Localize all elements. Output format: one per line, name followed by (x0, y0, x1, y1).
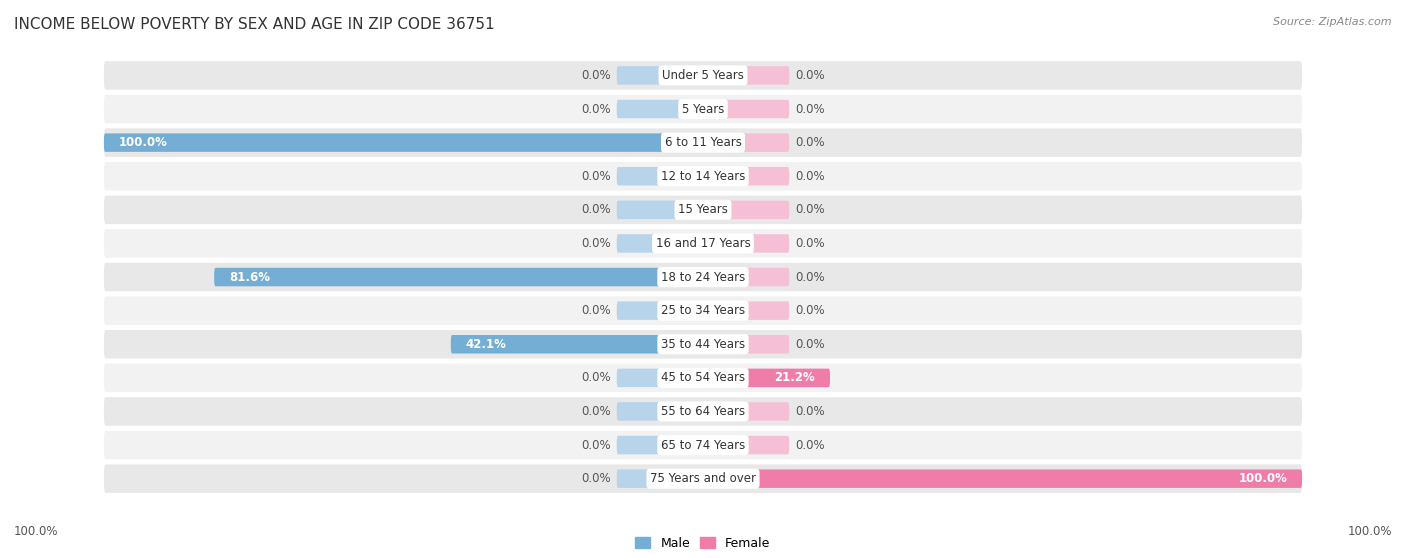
FancyBboxPatch shape (703, 167, 789, 185)
Text: 0.0%: 0.0% (581, 69, 610, 82)
Text: 0.0%: 0.0% (796, 203, 825, 217)
FancyBboxPatch shape (451, 335, 703, 354)
FancyBboxPatch shape (104, 364, 1302, 392)
Text: 0.0%: 0.0% (796, 170, 825, 182)
Text: 25 to 34 Years: 25 to 34 Years (661, 304, 745, 317)
Text: 0.0%: 0.0% (581, 103, 610, 116)
FancyBboxPatch shape (617, 402, 703, 421)
Text: 0.0%: 0.0% (581, 439, 610, 451)
Text: 5 Years: 5 Years (682, 103, 724, 116)
FancyBboxPatch shape (104, 162, 1302, 190)
FancyBboxPatch shape (104, 330, 1302, 359)
Text: 0.0%: 0.0% (796, 405, 825, 418)
Text: 18 to 24 Years: 18 to 24 Years (661, 271, 745, 283)
FancyBboxPatch shape (703, 402, 789, 421)
FancyBboxPatch shape (703, 200, 789, 219)
FancyBboxPatch shape (617, 436, 703, 454)
FancyBboxPatch shape (617, 200, 703, 219)
FancyBboxPatch shape (617, 469, 703, 488)
FancyBboxPatch shape (617, 167, 703, 185)
FancyBboxPatch shape (703, 436, 789, 454)
Text: 100.0%: 100.0% (1239, 472, 1286, 485)
Text: 0.0%: 0.0% (796, 304, 825, 317)
FancyBboxPatch shape (104, 229, 1302, 258)
FancyBboxPatch shape (104, 296, 1302, 325)
Text: 12 to 14 Years: 12 to 14 Years (661, 170, 745, 182)
FancyBboxPatch shape (617, 66, 703, 85)
FancyBboxPatch shape (617, 234, 703, 253)
Text: 0.0%: 0.0% (581, 405, 610, 418)
FancyBboxPatch shape (104, 397, 1302, 426)
Legend: Male, Female: Male, Female (630, 532, 776, 555)
Text: 6 to 11 Years: 6 to 11 Years (665, 136, 741, 149)
Text: 35 to 44 Years: 35 to 44 Years (661, 338, 745, 351)
Text: 0.0%: 0.0% (796, 271, 825, 283)
FancyBboxPatch shape (104, 61, 1302, 90)
Text: 0.0%: 0.0% (796, 69, 825, 82)
Text: 0.0%: 0.0% (581, 237, 610, 250)
Text: 81.6%: 81.6% (229, 271, 270, 283)
FancyBboxPatch shape (617, 369, 703, 387)
Text: 0.0%: 0.0% (796, 103, 825, 116)
FancyBboxPatch shape (617, 100, 703, 118)
FancyBboxPatch shape (703, 301, 789, 320)
FancyBboxPatch shape (703, 369, 830, 387)
Text: 0.0%: 0.0% (796, 439, 825, 451)
FancyBboxPatch shape (617, 301, 703, 320)
Text: 0.0%: 0.0% (581, 304, 610, 317)
Text: 55 to 64 Years: 55 to 64 Years (661, 405, 745, 418)
Text: 0.0%: 0.0% (581, 472, 610, 485)
Text: 15 Years: 15 Years (678, 203, 728, 217)
FancyBboxPatch shape (703, 133, 789, 152)
Text: 65 to 74 Years: 65 to 74 Years (661, 439, 745, 451)
Text: 42.1%: 42.1% (465, 338, 506, 351)
Text: 0.0%: 0.0% (581, 170, 610, 182)
FancyBboxPatch shape (104, 95, 1302, 123)
FancyBboxPatch shape (703, 335, 789, 354)
FancyBboxPatch shape (104, 195, 1302, 224)
FancyBboxPatch shape (703, 66, 789, 85)
FancyBboxPatch shape (104, 128, 1302, 157)
Text: 45 to 54 Years: 45 to 54 Years (661, 372, 745, 384)
Text: Under 5 Years: Under 5 Years (662, 69, 744, 82)
FancyBboxPatch shape (104, 133, 703, 152)
FancyBboxPatch shape (214, 268, 703, 286)
FancyBboxPatch shape (104, 263, 1302, 291)
Text: INCOME BELOW POVERTY BY SEX AND AGE IN ZIP CODE 36751: INCOME BELOW POVERTY BY SEX AND AGE IN Z… (14, 17, 495, 32)
Text: 0.0%: 0.0% (796, 338, 825, 351)
Text: 100.0%: 100.0% (1347, 525, 1392, 537)
Text: 0.0%: 0.0% (796, 136, 825, 149)
Text: Source: ZipAtlas.com: Source: ZipAtlas.com (1274, 17, 1392, 27)
FancyBboxPatch shape (104, 431, 1302, 459)
FancyBboxPatch shape (703, 234, 789, 253)
FancyBboxPatch shape (104, 464, 1302, 493)
Text: 100.0%: 100.0% (14, 525, 59, 537)
FancyBboxPatch shape (703, 469, 1302, 488)
Text: 16 and 17 Years: 16 and 17 Years (655, 237, 751, 250)
Text: 75 Years and over: 75 Years and over (650, 472, 756, 485)
FancyBboxPatch shape (703, 268, 789, 286)
Text: 21.2%: 21.2% (775, 372, 815, 384)
Text: 0.0%: 0.0% (796, 237, 825, 250)
FancyBboxPatch shape (703, 100, 789, 118)
Text: 0.0%: 0.0% (581, 372, 610, 384)
Text: 0.0%: 0.0% (581, 203, 610, 217)
Text: 100.0%: 100.0% (120, 136, 167, 149)
